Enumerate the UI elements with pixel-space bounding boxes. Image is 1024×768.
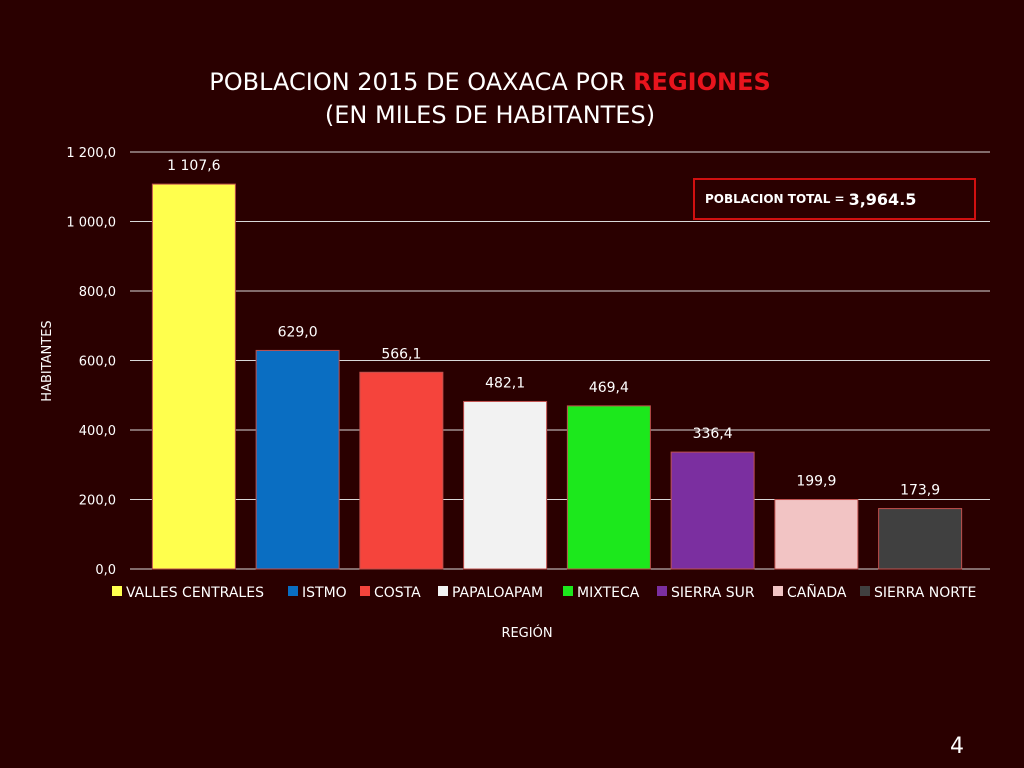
legend-label: ISTMO bbox=[302, 585, 347, 601]
y-tick-label: 800,0 bbox=[79, 285, 116, 300]
bar bbox=[151, 183, 236, 570]
total-population-label: POBLACION TOTAL = bbox=[705, 192, 845, 206]
data-label: 469,4 bbox=[589, 380, 629, 396]
bar bbox=[774, 499, 859, 570]
x-axis-title: REGIÓN bbox=[501, 625, 552, 641]
legend-swatch bbox=[360, 586, 370, 596]
legend-swatch bbox=[563, 586, 573, 596]
legend-swatch bbox=[112, 586, 122, 596]
data-label: 629,0 bbox=[278, 324, 318, 340]
legend-label: VALLES CENTRALES bbox=[126, 585, 264, 601]
y-axis-ticks: 0,0 200,0 400,0 600,0 800,0 1 000,0 1 200,0 bbox=[66, 146, 116, 578]
legend-swatch bbox=[288, 586, 298, 596]
legend-swatch bbox=[860, 586, 870, 596]
bars bbox=[151, 183, 963, 570]
y-tick-label: 200,0 bbox=[79, 494, 116, 509]
data-labels: 1 107,6 629,0 566,1 482,1 469,4 336,4 199,9 173… bbox=[167, 158, 940, 498]
y-tick-label: 0,0 bbox=[95, 563, 116, 578]
bar bbox=[463, 400, 548, 570]
bar bbox=[255, 349, 340, 570]
bar bbox=[359, 371, 444, 570]
data-label: 566,1 bbox=[381, 346, 421, 362]
bar bbox=[878, 508, 963, 570]
data-label: 482,1 bbox=[485, 375, 525, 391]
legend-label: COSTA bbox=[374, 585, 421, 601]
y-tick-label: 400,0 bbox=[79, 424, 116, 439]
legend-label: SIERRA NORTE bbox=[874, 585, 976, 601]
y-tick-label: 1 000,0 bbox=[66, 216, 116, 231]
legend-label: PAPALOAPAM bbox=[452, 585, 543, 601]
y-tick-label: 1 200,0 bbox=[66, 146, 116, 161]
bar bbox=[566, 405, 651, 570]
legend: VALLES CENTRALES ISTMO COSTA PAPALOAPAM MIXT… bbox=[112, 584, 976, 601]
y-tick-label: 600,0 bbox=[79, 355, 116, 370]
data-label: 199,9 bbox=[796, 474, 836, 490]
y-axis-title: HABITANTES bbox=[40, 320, 55, 401]
legend-swatch bbox=[657, 586, 667, 596]
data-label: 1 107,6 bbox=[167, 158, 221, 174]
chart-subtitle: (EN MILES DE HABITANTES) bbox=[325, 101, 655, 129]
legend-swatch bbox=[773, 586, 783, 596]
data-label: 336,4 bbox=[693, 426, 733, 442]
page-number: 4 bbox=[950, 734, 964, 759]
chart-title: POBLACION 2015 DE OAXACA POR REGIONES bbox=[209, 68, 771, 96]
chart-title-text: POBLACION 2015 DE OAXACA POR bbox=[209, 68, 633, 96]
legend-label: CAÑADA bbox=[787, 584, 847, 601]
total-population-box: POBLACION TOTAL = 3,964.5 bbox=[693, 178, 976, 220]
data-label: 173,9 bbox=[900, 483, 940, 499]
legend-swatch bbox=[438, 586, 448, 596]
total-population-value: 3,964.5 bbox=[848, 189, 917, 209]
legend-label: SIERRA SUR bbox=[671, 585, 755, 601]
chart-title-highlight: REGIONES bbox=[633, 68, 771, 96]
legend-label: MIXTECA bbox=[577, 585, 640, 601]
bar bbox=[670, 451, 755, 570]
